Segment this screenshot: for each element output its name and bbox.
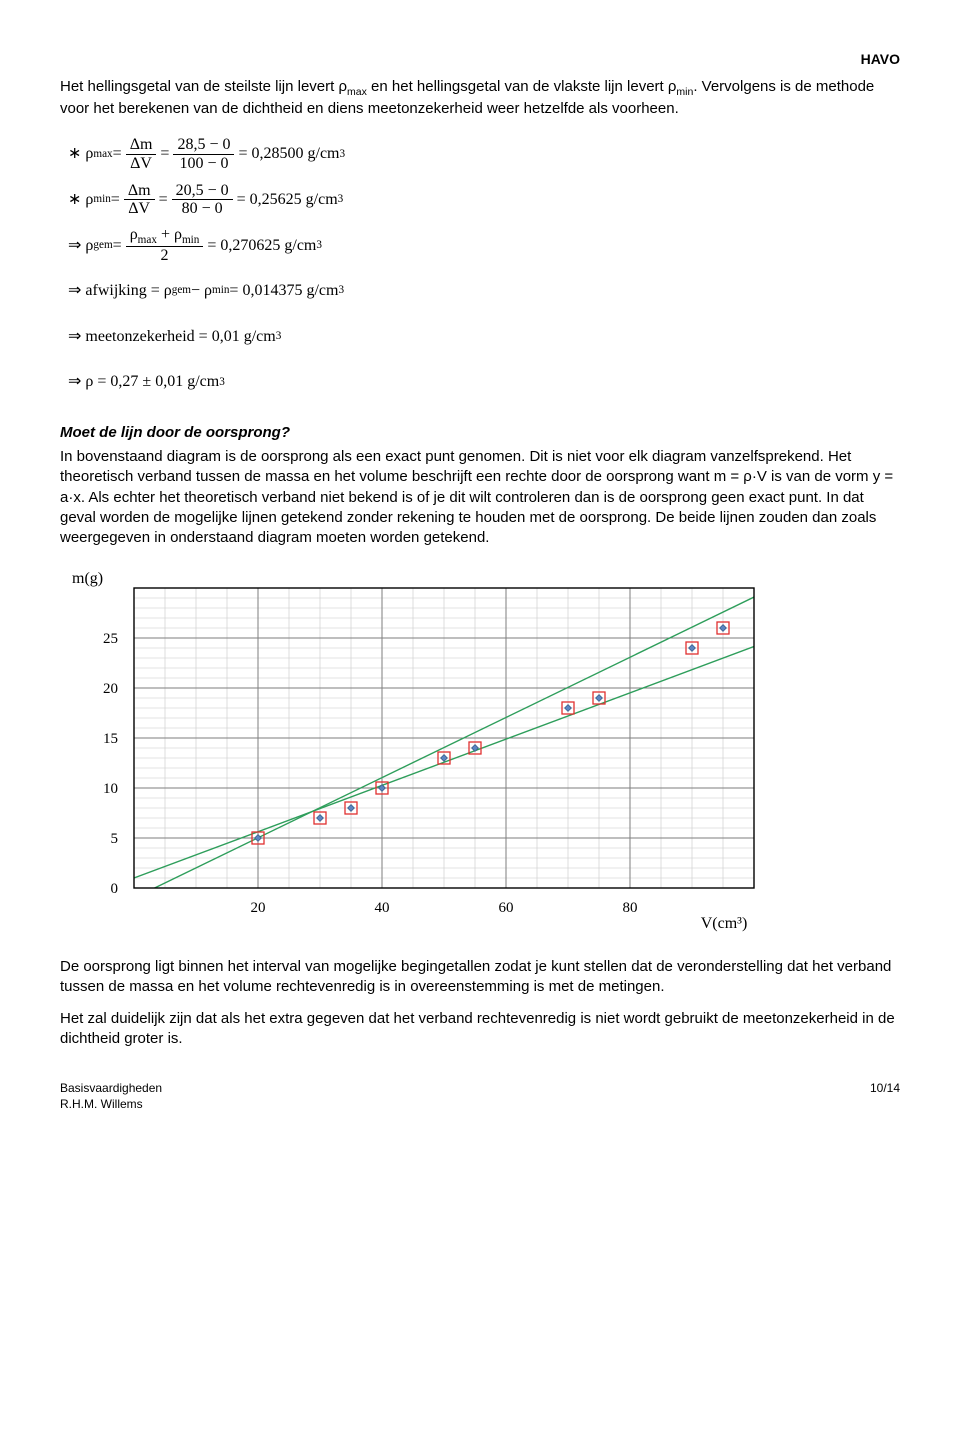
t: 3: [219, 368, 225, 397]
t: ΔV: [124, 200, 154, 218]
t: ⇒ meetonzekerheid = 0,01 g/cm: [68, 316, 276, 358]
t: =: [111, 179, 120, 221]
t: ρ: [130, 226, 138, 243]
t: ⇒ ρ = 0,27 ± 0,01 g/cm: [68, 361, 219, 403]
t: 100 − 0: [175, 155, 232, 173]
text: min: [676, 86, 693, 98]
section-heading: Moet de lijn door de oorsprong?: [60, 423, 900, 443]
t: + ρ: [157, 226, 182, 243]
footer-left: Basisvaardigheden R.H.M. Willems: [60, 1080, 162, 1112]
chart-y-label: m(g): [72, 568, 103, 590]
svg-text:40: 40: [375, 900, 390, 916]
t: ∗ ρ: [68, 179, 93, 221]
fraction: ρmax + ρmin 2: [126, 226, 204, 265]
equation-line: ∗ ρmin = ΔmΔV = 20,5 − 080 − 0 = 0,25625…: [68, 179, 900, 221]
svg-text:15: 15: [103, 731, 118, 747]
t: gem: [172, 276, 191, 305]
t: 3: [316, 231, 322, 260]
text: Het hellingsgetal van de steilste lijn l…: [60, 78, 347, 95]
text: max: [347, 86, 367, 98]
t: Δm: [124, 182, 155, 201]
footer-right: 10/14: [870, 1080, 900, 1112]
scatter-chart: m(g) 051015202520406080V(cm³): [64, 572, 900, 938]
fraction: 28,5 − 0100 − 0: [173, 136, 234, 172]
equation-line: ⇒ ρ = 0,27 ± 0,01 g/cm3: [68, 361, 900, 403]
equation-line: ⇒ meetonzekerheid = 0,01 g/cm3: [68, 316, 900, 358]
t: =: [160, 133, 169, 175]
t: R.H.M. Willems: [60, 1096, 162, 1112]
t: ρmax + ρmin: [126, 226, 204, 248]
t: ΔV: [126, 155, 156, 173]
t: Basisvaardigheden: [60, 1080, 162, 1096]
intro-paragraph: Het hellingsgetal van de steilste lijn l…: [60, 77, 900, 119]
t: 3: [338, 185, 344, 214]
svg-text:25: 25: [103, 631, 118, 647]
body-paragraph-1: In bovenstaand diagram is de oorsprong a…: [60, 447, 900, 548]
t: − ρ: [191, 270, 212, 312]
svg-text:20: 20: [251, 900, 266, 916]
t: ⇒ afwijking = ρ: [68, 270, 172, 312]
fraction: 20,5 − 080 − 0: [172, 182, 233, 218]
page-footer: Basisvaardigheden R.H.M. Willems 10/14: [60, 1080, 900, 1112]
t: gem: [93, 231, 112, 260]
svg-text:0: 0: [111, 881, 119, 897]
t: Δm: [126, 136, 157, 155]
svg-text:80: 80: [623, 900, 638, 916]
t: max: [93, 140, 112, 169]
t: 3: [338, 276, 344, 305]
page-header-label: HAVO: [60, 50, 900, 69]
fraction: ΔmΔV: [126, 136, 157, 172]
t: ⇒ ρ: [68, 225, 93, 267]
fraction: ΔmΔV: [124, 182, 155, 218]
t: 28,5 − 0: [173, 136, 234, 155]
svg-text:V(cm³): V(cm³): [701, 915, 748, 932]
svg-text:10: 10: [103, 781, 118, 797]
chart-svg: 0 5 10 15 20 25 20 40 60 80 V(cm³): [64, 572, 784, 932]
t: = 0,014375 g/cm: [229, 270, 338, 312]
t: ∗ ρ: [68, 133, 93, 175]
t: min: [182, 234, 199, 246]
body-paragraph-2: De oorsprong ligt binnen het interval va…: [60, 957, 900, 998]
t: min: [212, 276, 229, 305]
t: =: [113, 225, 122, 267]
equation-line: ∗ ρmax = ΔmΔV = 28,5 − 0100 − 0 = 0,2850…: [68, 133, 900, 175]
t: 20,5 − 0: [172, 182, 233, 201]
body-paragraph-3: Het zal duidelijk zijn dat als het extra…: [60, 1009, 900, 1050]
t: = 0,270625 g/cm: [207, 225, 316, 267]
equation-line: ⇒ afwijking = ρgem − ρmin = 0,014375 g/c…: [68, 270, 900, 312]
t: 3: [276, 322, 282, 351]
equation-line: ⇒ ρgem = ρmax + ρmin 2 = 0,270625 g/cm3: [68, 225, 900, 267]
t: min: [93, 185, 110, 214]
text: en het hellingsgetal van de vlakste lijn…: [367, 78, 677, 95]
equations-block: ∗ ρmax = ΔmΔV = 28,5 − 0100 − 0 = 0,2850…: [68, 133, 900, 403]
t: 3: [340, 140, 346, 169]
svg-text:60: 60: [499, 900, 514, 916]
t: 2: [157, 247, 173, 265]
t: = 0,25625 g/cm: [237, 179, 338, 221]
t: = 0,28500 g/cm: [238, 133, 339, 175]
t: =: [113, 133, 122, 175]
svg-text:5: 5: [111, 831, 119, 847]
svg-text:20: 20: [103, 681, 118, 697]
t: =: [159, 179, 168, 221]
t: 80 − 0: [178, 200, 227, 218]
t: max: [138, 234, 157, 246]
